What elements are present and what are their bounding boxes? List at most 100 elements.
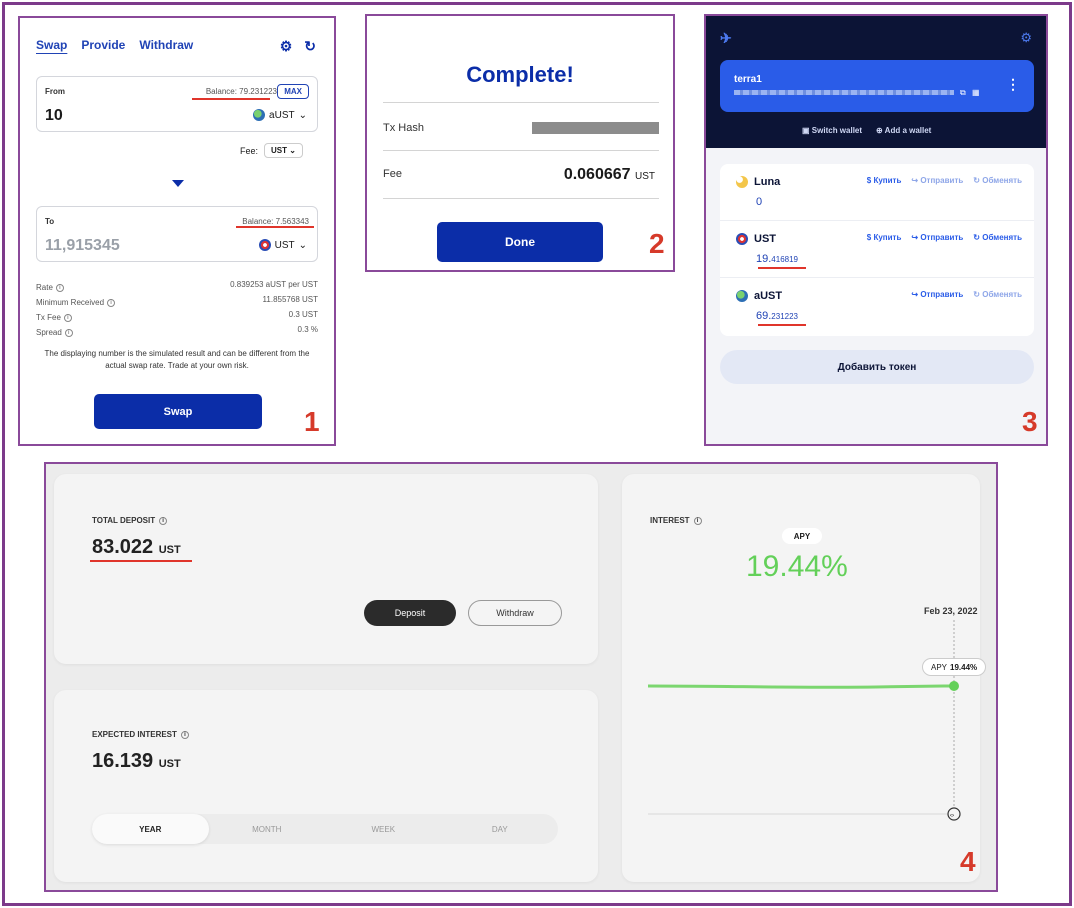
- ust-icon: [736, 233, 748, 245]
- more-icon[interactable]: ⋮: [1006, 76, 1020, 92]
- to-label: To: [45, 217, 55, 226]
- divider: [383, 102, 659, 103]
- info-icon: i: [63, 313, 72, 322]
- buy-label: Купить: [873, 176, 902, 185]
- fee-token-select[interactable]: UST ⌄: [264, 143, 303, 158]
- info-icon: i: [180, 730, 189, 739]
- qr-icon[interactable]: ▦: [972, 88, 980, 97]
- gear-icon[interactable]: ⚙: [1020, 30, 1032, 45]
- total-deposit-unit: UST: [158, 544, 181, 556]
- stat-value: 0.3 UST: [288, 310, 318, 319]
- wallet-header: ✈ ⚙ terra1 ⧉ ▦ ⋮ ▣ Switch wallet ⊕ Add a…: [706, 16, 1046, 148]
- tab-provide[interactable]: Provide: [81, 38, 126, 52]
- token-name: Luna: [754, 176, 781, 188]
- add-wallet-link[interactable]: ⊕ Add a wallet: [876, 126, 931, 135]
- tx-hash-value[interactable]: [532, 122, 659, 134]
- token-balance: 69.231223: [756, 310, 798, 322]
- tx-hash-label: Tx Hash: [383, 122, 424, 134]
- tab-swap[interactable]: Swap: [36, 38, 68, 52]
- send-button[interactable]: ↪ Отправить: [911, 176, 964, 185]
- expected-interest-value: 16.139: [92, 750, 154, 772]
- buy-button[interactable]: $ Купить: [866, 233, 902, 242]
- total-deposit-label: TOTAL DEPOSIT: [92, 516, 156, 525]
- fee-unit: UST: [635, 171, 655, 182]
- swap-panel: Swap Provide Withdraw ⚙ ↻ From Balance: …: [18, 16, 336, 446]
- to-balance: Balance: 7.563343: [242, 217, 309, 226]
- token-name: UST: [754, 233, 776, 245]
- divider: [383, 198, 659, 199]
- info-icon: i: [64, 328, 73, 337]
- add-wallet-label: Add a wallet: [884, 126, 932, 135]
- earn-dashboard: TOTAL DEPOSIT i 83.022 UST Deposit Withdr…: [44, 462, 998, 892]
- luna-icon: [736, 176, 748, 188]
- send-label: Отправить: [920, 233, 964, 242]
- buy-button[interactable]: $ Купить: [866, 176, 902, 185]
- add-token-button[interactable]: Добавить токен: [720, 350, 1034, 384]
- fee-amount: 0.060667: [563, 166, 631, 183]
- period-day[interactable]: DAY: [491, 824, 508, 834]
- swap-direction-icon[interactable]: [172, 180, 184, 187]
- stat-row: Tx Fee i 0.3 UST: [36, 310, 318, 325]
- balance-decimals: 416819: [771, 255, 798, 264]
- expected-interest-label: EXPECTED INTEREST: [92, 730, 177, 739]
- wallet-panel: ✈ ⚙ terra1 ⧉ ▦ ⋮ ▣ Switch wallet ⊕ Add a…: [704, 14, 1048, 446]
- from-balance: Balance: 79.231223: [205, 87, 277, 96]
- from-amount-input[interactable]: 10: [45, 107, 63, 124]
- total-deposit-value: 83.022: [92, 536, 154, 558]
- token-row-ust[interactable]: UST 19.416819 $ Купить ↪ Отправить ↻ Обм…: [720, 221, 1034, 278]
- wallet-address: [734, 90, 954, 95]
- token-row-aust[interactable]: aUST 69.231223 ↪ Отправить ↻ Обменять: [720, 278, 1034, 335]
- token-balance: 19.416819: [756, 253, 798, 265]
- copy-icon[interactable]: ⧉: [960, 88, 966, 97]
- info-icon: i: [55, 283, 64, 292]
- switch-wallet-link[interactable]: ▣ Switch wallet: [802, 126, 862, 135]
- period-month[interactable]: MONTH: [252, 824, 282, 834]
- tab-withdraw[interactable]: Withdraw: [139, 38, 194, 52]
- max-button[interactable]: MAX: [277, 84, 309, 99]
- swap-button[interactable]: ↻ Обменять: [973, 233, 1022, 242]
- stat-value: 11.855768 UST: [262, 295, 318, 304]
- stat-row: Minimum Received i 11.855768 UST: [36, 295, 318, 310]
- token-balance: 0: [756, 196, 762, 208]
- balance-main: 0: [756, 196, 763, 208]
- balance-main: 19.: [756, 253, 772, 265]
- swap-button[interactable]: ↻ Обменять: [973, 290, 1022, 299]
- panel-number: 2: [649, 228, 665, 259]
- fee-label: Fee: [383, 168, 402, 180]
- highlight-underline: [758, 324, 806, 326]
- send-label: Отправить: [920, 176, 964, 185]
- stat-row: Spread i 0.3 %: [36, 325, 318, 340]
- withdraw-button[interactable]: Withdraw: [468, 600, 562, 626]
- panel-number: 4: [960, 846, 976, 877]
- to-amount-input[interactable]: 11,915345: [45, 237, 120, 254]
- period-year[interactable]: YEAR: [92, 814, 209, 844]
- from-label: From: [45, 87, 65, 96]
- complete-title: Complete!: [466, 62, 574, 87]
- info-icon: i: [159, 516, 168, 525]
- swap-button[interactable]: Swap: [94, 394, 262, 429]
- stat-row: Rate i 0.839253 aUST per UST: [36, 280, 318, 295]
- wallet-card[interactable]: terra1 ⧉ ▦ ⋮: [720, 60, 1034, 112]
- tooltip-label: APY: [931, 662, 948, 672]
- deposit-button[interactable]: Deposit: [364, 600, 456, 626]
- complete-panel: Complete! Tx Hash Fee 0.060667 UST Done …: [365, 14, 675, 272]
- refresh-icon[interactable]: ↻: [304, 38, 316, 54]
- swap-label: Обменять: [982, 290, 1022, 299]
- swap-button[interactable]: ↻ Обменять: [973, 176, 1022, 185]
- done-button[interactable]: Done: [437, 222, 603, 262]
- stat-key: Minimum Received: [36, 298, 105, 307]
- swap-label: Обменять: [982, 176, 1022, 185]
- send-button[interactable]: ↪ Отправить: [911, 233, 964, 242]
- balance-decimals: 231223: [771, 312, 798, 321]
- highlight-underline: [90, 560, 192, 562]
- stat-value: 0.3 %: [297, 325, 318, 334]
- from-token-select[interactable]: aUST ⌄: [253, 109, 307, 121]
- expected-interest-unit: UST: [158, 758, 181, 770]
- gear-icon[interactable]: ⚙: [279, 38, 293, 54]
- to-token-select[interactable]: UST ⌄: [258, 239, 307, 251]
- aust-icon: [253, 109, 266, 121]
- send-button[interactable]: ↪ Отправить: [911, 290, 964, 299]
- plus-circle-icon: ⊕: [876, 126, 883, 135]
- token-row-luna[interactable]: Luna 0 $ Купить ↪ Отправить ↻ Обменять: [720, 164, 1034, 221]
- period-week[interactable]: WEEK: [371, 824, 396, 834]
